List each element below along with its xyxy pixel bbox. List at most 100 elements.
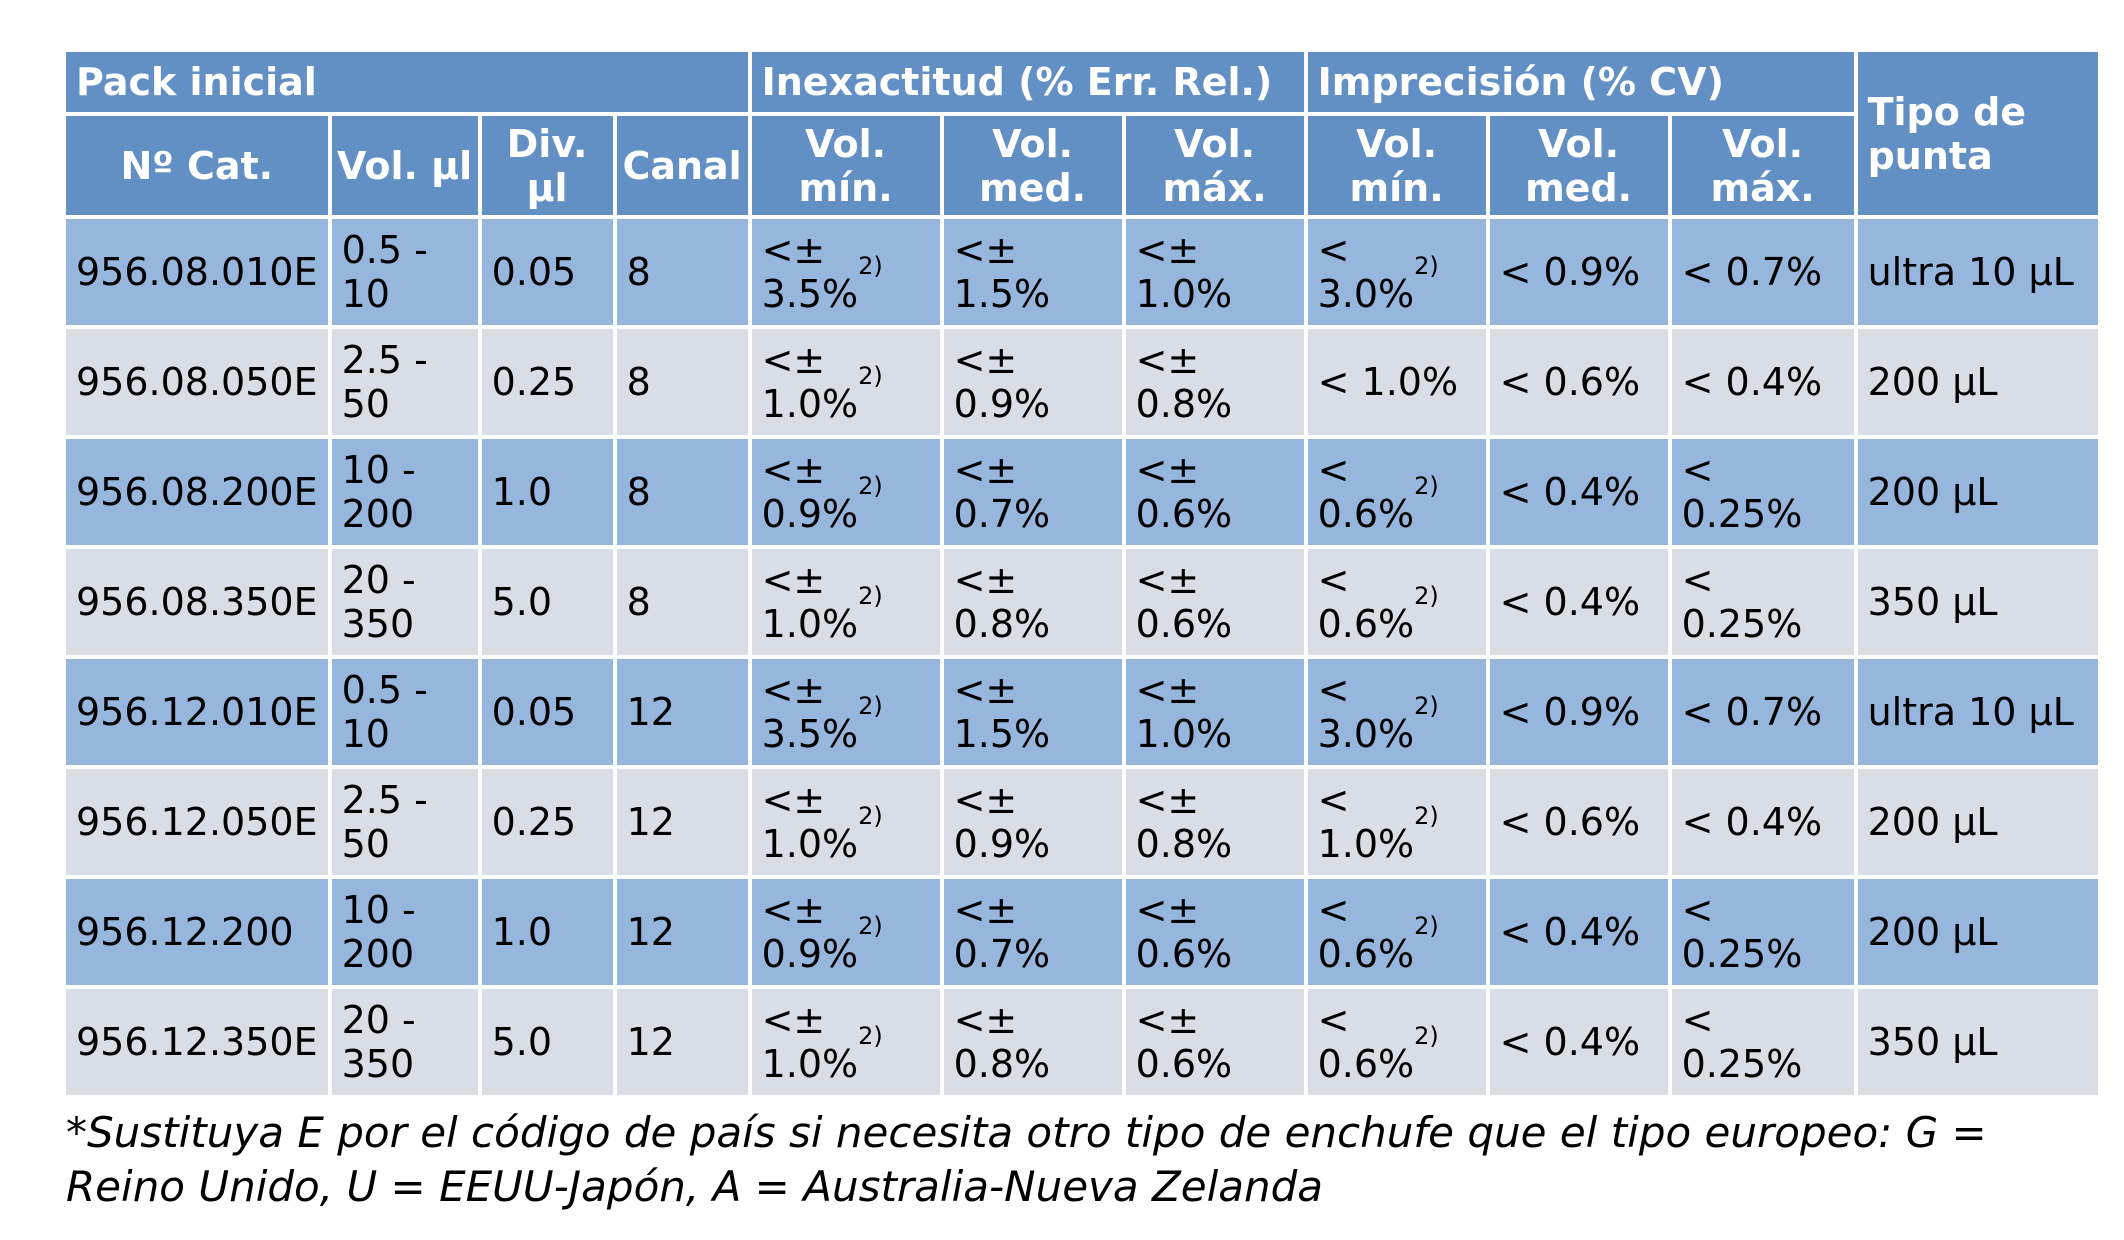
cell-imp-med: < 0.4% bbox=[1489, 439, 1668, 545]
footnote-ref: 2) bbox=[1414, 472, 1439, 500]
cell-inex-max: <± 0.6% bbox=[1125, 879, 1304, 985]
cell-vol: 0.5 - 10 bbox=[331, 659, 478, 765]
cell-cat: 956.12.200 bbox=[66, 879, 328, 985]
footnote-ref: 2) bbox=[858, 362, 883, 390]
cell-imp-min: < 3.0%2) bbox=[1307, 659, 1486, 765]
footnote-ref: 2) bbox=[1414, 582, 1439, 610]
cell-value: < 0.6% bbox=[1317, 998, 1415, 1086]
footnote-ref: 2) bbox=[1414, 252, 1439, 280]
cell-canal: 12 bbox=[616, 989, 748, 1095]
cell-imp-med: < 0.4% bbox=[1489, 989, 1668, 1095]
cell-inex-max: <± 1.0% bbox=[1125, 659, 1304, 765]
cell-canal: 12 bbox=[616, 879, 748, 985]
cell-inex-max: <± 0.8% bbox=[1125, 329, 1304, 435]
cell-tipo: ultra 10 µL bbox=[1857, 659, 2098, 765]
cell-inex-max: <± 0.6% bbox=[1125, 549, 1304, 655]
cell-canal: 8 bbox=[616, 219, 748, 325]
cell-inex-max: <± 0.6% bbox=[1125, 439, 1304, 545]
column-header-cat: Nº Cat. bbox=[66, 116, 328, 215]
cell-value: < 0.6% bbox=[1317, 888, 1415, 976]
cell-value: < 0.6% bbox=[1317, 448, 1415, 536]
column-header-inex-min: Vol. mín. bbox=[751, 116, 940, 215]
cell-inex-min: <± 3.5%2) bbox=[751, 219, 940, 325]
cell-vol: 10 - 200 bbox=[331, 879, 478, 985]
cell-cat: 956.08.350E bbox=[66, 549, 328, 655]
cell-imp-max: < 0.25% bbox=[1671, 989, 1854, 1095]
table-row: 956.08.050E 2.5 - 50 0.25 8 <± 1.0%2) <± 0.9%… bbox=[66, 329, 2098, 435]
group-header-pack: Pack inicial bbox=[66, 52, 748, 112]
cell-inex-med: <± 0.8% bbox=[943, 989, 1122, 1095]
cell-imp-med: < 0.6% bbox=[1489, 329, 1668, 435]
footnote-ref: 2) bbox=[1414, 692, 1439, 720]
footnote-ref: 2) bbox=[858, 472, 883, 500]
cell-imp-min: < 0.6%2) bbox=[1307, 439, 1486, 545]
cell-value: <± 0.9% bbox=[761, 888, 859, 976]
cell-tipo: 200 µL bbox=[1857, 769, 2098, 875]
column-header-tipo: Tipo de punta bbox=[1857, 52, 2098, 215]
cell-div: 0.25 bbox=[481, 329, 613, 435]
cell-imp-med: < 0.9% bbox=[1489, 219, 1668, 325]
cell-value: <± 1.0% bbox=[761, 338, 859, 426]
cell-inex-med: <± 0.7% bbox=[943, 879, 1122, 985]
cell-div: 0.05 bbox=[481, 659, 613, 765]
cell-imp-med: < 0.4% bbox=[1489, 879, 1668, 985]
pipette-spec-table: Pack inicial Inexactitud (% Err. Rel.) I… bbox=[62, 48, 2102, 1099]
cell-imp-med: < 0.4% bbox=[1489, 549, 1668, 655]
cell-value: < 3.0% bbox=[1317, 668, 1415, 756]
footnote: *Sustituya E por el código de país si ne… bbox=[66, 1108, 1987, 1211]
column-header-imp-max: Vol. máx. bbox=[1671, 116, 1854, 215]
footnote-ref: 2) bbox=[858, 802, 883, 830]
cell-tipo: 200 µL bbox=[1857, 439, 2098, 545]
table-row: 956.08.010E 0.5 - 10 0.05 8 <± 3.5%2) <± 1.5%… bbox=[66, 219, 2098, 325]
column-header-canal: Canal bbox=[616, 116, 748, 215]
column-header-inex-med: Vol. med. bbox=[943, 116, 1122, 215]
cell-vol: 2.5 - 50 bbox=[331, 329, 478, 435]
cell-value: <± 3.5% bbox=[761, 228, 859, 316]
group-header-inexactitud: Inexactitud (% Err. Rel.) bbox=[751, 52, 1304, 112]
footnote-ref: 2) bbox=[858, 1022, 883, 1050]
footnote-ref: 2) bbox=[858, 252, 883, 280]
column-header-div: Div. µl bbox=[481, 116, 613, 215]
cell-inex-med: <± 0.9% bbox=[943, 329, 1122, 435]
cell-cat: 956.08.010E bbox=[66, 219, 328, 325]
table-body: 956.08.010E 0.5 - 10 0.05 8 <± 3.5%2) <± 1.5%… bbox=[66, 219, 2098, 1095]
table-row: 956.08.200E 10 - 200 1.0 8 <± 0.9%2) <± 0.7% <… bbox=[66, 439, 2098, 545]
cell-imp-min: < 1.0% bbox=[1307, 329, 1486, 435]
column-header-vol: Vol. µl bbox=[331, 116, 478, 215]
footnote-ref: 2) bbox=[1414, 1022, 1439, 1050]
cell-inex-min: <± 1.0%2) bbox=[751, 549, 940, 655]
cell-div: 0.25 bbox=[481, 769, 613, 875]
cell-tipo: ultra 10 µL bbox=[1857, 219, 2098, 325]
footnote-ref: 2) bbox=[858, 912, 883, 940]
cell-imp-min: < 0.6%2) bbox=[1307, 549, 1486, 655]
cell-inex-min: <± 1.0%2) bbox=[751, 769, 940, 875]
cell-vol: 20 - 350 bbox=[331, 549, 478, 655]
cell-inex-min: <± 0.9%2) bbox=[751, 439, 940, 545]
cell-div: 0.05 bbox=[481, 219, 613, 325]
cell-tipo: 350 µL bbox=[1857, 989, 2098, 1095]
footnote-ref: 2) bbox=[1414, 912, 1439, 940]
cell-inex-med: <± 1.5% bbox=[943, 219, 1122, 325]
cell-tipo: 200 µL bbox=[1857, 329, 2098, 435]
cell-canal: 8 bbox=[616, 549, 748, 655]
cell-tipo: 200 µL bbox=[1857, 879, 2098, 985]
cell-vol: 10 - 200 bbox=[331, 439, 478, 545]
table-row: 956.12.010E 0.5 - 10 0.05 12 <± 3.5%2) <± 1.5… bbox=[66, 659, 2098, 765]
cell-imp-max: < 0.25% bbox=[1671, 549, 1854, 655]
cell-canal: 12 bbox=[616, 769, 748, 875]
cell-value: < 0.6% bbox=[1317, 558, 1415, 646]
cell-value: < 1.0% bbox=[1317, 778, 1415, 866]
cell-imp-max: < 0.4% bbox=[1671, 329, 1854, 435]
cell-inex-min: <± 0.9%2) bbox=[751, 879, 940, 985]
cell-div: 5.0 bbox=[481, 549, 613, 655]
cell-div: 1.0 bbox=[481, 439, 613, 545]
cell-inex-min: <± 1.0%2) bbox=[751, 989, 940, 1095]
column-header-imp-med: Vol. med. bbox=[1489, 116, 1668, 215]
cell-imp-min: < 1.0%2) bbox=[1307, 769, 1486, 875]
group-header-imprecision: Imprecisión (% CV) bbox=[1307, 52, 1854, 112]
cell-cat: 956.08.200E bbox=[66, 439, 328, 545]
cell-value: <± 1.0% bbox=[761, 558, 859, 646]
cell-vol: 0.5 - 10 bbox=[331, 219, 478, 325]
table-row: 956.12.350E 20 - 350 5.0 12 <± 1.0%2) <± 0.8%… bbox=[66, 989, 2098, 1095]
cell-imp-min: < 0.6%2) bbox=[1307, 989, 1486, 1095]
